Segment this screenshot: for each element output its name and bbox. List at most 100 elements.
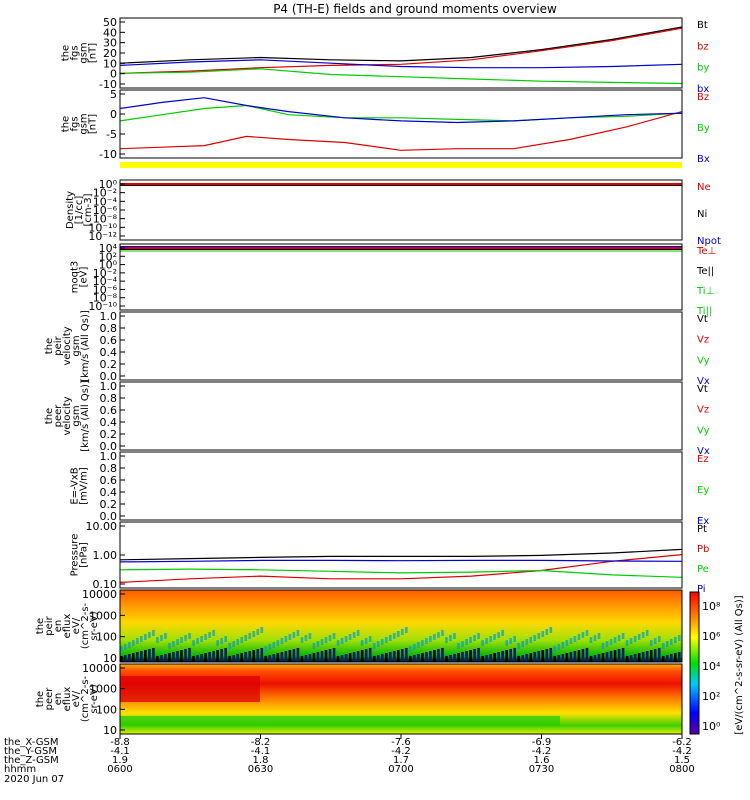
spectrogram-speck — [457, 643, 460, 649]
spectrogram-speck — [188, 648, 191, 662]
spectrogram-speck — [617, 635, 621, 641]
x-tick-label: 1.9 — [112, 755, 128, 766]
spectrogram-speck — [384, 653, 388, 662]
spectrogram-speck — [605, 652, 609, 662]
spectrogram-speck — [661, 656, 665, 662]
spectrogram-speck — [573, 636, 577, 642]
spectrogram-speck — [204, 653, 207, 662]
figure-title: P4 (TH-E) fields and ground moments over… — [273, 2, 557, 16]
y-axis-label-line: sr-eV) — [89, 684, 100, 713]
legend-entry: Ez — [697, 454, 709, 465]
spectrogram-speck — [292, 632, 296, 638]
spectrogram-speck — [216, 650, 219, 662]
spectrogram-speck — [224, 636, 227, 642]
spectrogram-speck — [405, 627, 408, 633]
colorbar-tick: 10² — [702, 690, 720, 703]
panel-frame — [119, 381, 683, 451]
spectrogram-speck — [409, 646, 412, 652]
x-tick-label: 1.8 — [253, 755, 269, 766]
spectrogram-speck — [525, 639, 529, 645]
spectrogram-speck — [232, 655, 235, 662]
spectrogram-speck — [477, 648, 480, 662]
x-tick-label: -4.1 — [110, 746, 130, 757]
series-line-0 — [119, 26, 683, 64]
spectrogram-speck — [144, 650, 147, 662]
legend-entry: Vy — [697, 355, 710, 366]
y-tick-label: 10⁻¹⁰ — [88, 221, 117, 234]
spectrogram-speck — [625, 656, 629, 662]
spectrogram-speck — [304, 655, 308, 662]
series-line-1 — [119, 554, 683, 583]
legend-entry: Ne — [697, 182, 711, 193]
spectrogram-speck — [152, 630, 155, 636]
y-tick-label: 0.2 — [100, 428, 118, 441]
y-axis-label-line: the — [35, 618, 46, 634]
spectrogram-speck — [352, 652, 356, 662]
spectrogram-speck — [168, 653, 171, 662]
y-tick-label: 50 — [103, 16, 117, 29]
x-tick-label: 0800 — [669, 764, 694, 775]
legend-entry: Vt — [697, 314, 708, 325]
spectrogram-speck — [521, 655, 525, 662]
panel-frame — [119, 311, 683, 381]
y-axis-label-line: the — [61, 45, 72, 61]
spectrogram-speck — [665, 641, 669, 647]
spectrogram-speck — [328, 635, 332, 641]
y-tick-label: 10⁻⁶ — [93, 204, 118, 217]
spectrogram-speck — [140, 636, 143, 642]
spectrogram-speck — [437, 649, 440, 662]
spectrogram-speck — [549, 627, 553, 633]
spectrogram-speck — [657, 648, 661, 662]
series-line-0 — [119, 548, 683, 561]
y-axis-label-line: the — [44, 338, 55, 354]
y-axis-label-line: fgs — [70, 45, 81, 60]
y-axis-label-line: eV/ — [71, 617, 82, 634]
spectrogram-speck — [577, 650, 581, 662]
legend-entry: Npot — [697, 236, 721, 247]
spectrogram-speck — [601, 643, 605, 649]
legend-entry: Vz — [697, 335, 709, 346]
spectrogram-speck — [276, 653, 280, 662]
spectrogram-speck — [521, 641, 525, 647]
spectrogram-speck — [364, 638, 368, 644]
spectrogram-speck — [312, 653, 316, 662]
panel-peir_energy_flux: 10000100010010thepeirenefluxeV/(cm^2-s-s… — [35, 588, 683, 665]
spectrogram-speck — [332, 648, 336, 662]
legend-entry: Pi — [697, 584, 706, 595]
spectrogram-speck — [417, 642, 420, 648]
spectrogram-speck — [557, 644, 561, 650]
spectrogram-speck — [537, 651, 541, 662]
y-axis-label-line: moqt3 — [70, 261, 81, 294]
panel-efield: 1.00.80.60.40.20.0 E=-VxB[mV/m] Ez Ey Ex — [70, 450, 710, 527]
colorbar-label-group: [eV/(cm^2-s-sr-eV) (All Qs)] — [734, 595, 745, 734]
spectrogram-speck — [621, 633, 625, 639]
y-tick-label: 1.00 — [93, 549, 118, 562]
spectrogram-speck — [304, 635, 308, 641]
spectrogram-speck — [176, 639, 179, 645]
y-tick-label: 10⁻¹² — [88, 230, 117, 243]
y-tick-label: 10⁻² — [93, 187, 117, 200]
spectrogram-speck — [653, 638, 657, 644]
spectrogram-speck — [529, 637, 533, 643]
spectrogram-speck — [308, 633, 312, 639]
y-axis-label-line: the — [35, 691, 46, 707]
spectrogram-band — [120, 716, 560, 726]
legend-entry: Te⊥ — [696, 246, 716, 257]
y-tick-label: 10² — [99, 250, 117, 263]
spectrogram-speck — [481, 656, 484, 662]
y-axis-label-line: Density — [65, 191, 76, 229]
spectrogram-speck — [232, 641, 235, 647]
y-tick-label: 10 — [103, 724, 117, 737]
series-line-3 — [119, 559, 683, 563]
spectrogram-speck — [621, 648, 625, 662]
spectrogram-speck — [545, 629, 549, 635]
spectrogram-speck — [376, 655, 380, 662]
spectrogram-speck — [613, 650, 617, 662]
spectrogram-speck — [413, 655, 416, 662]
x-tick-label: -7.6 — [391, 737, 411, 748]
legend-entry: Vy — [697, 425, 710, 436]
